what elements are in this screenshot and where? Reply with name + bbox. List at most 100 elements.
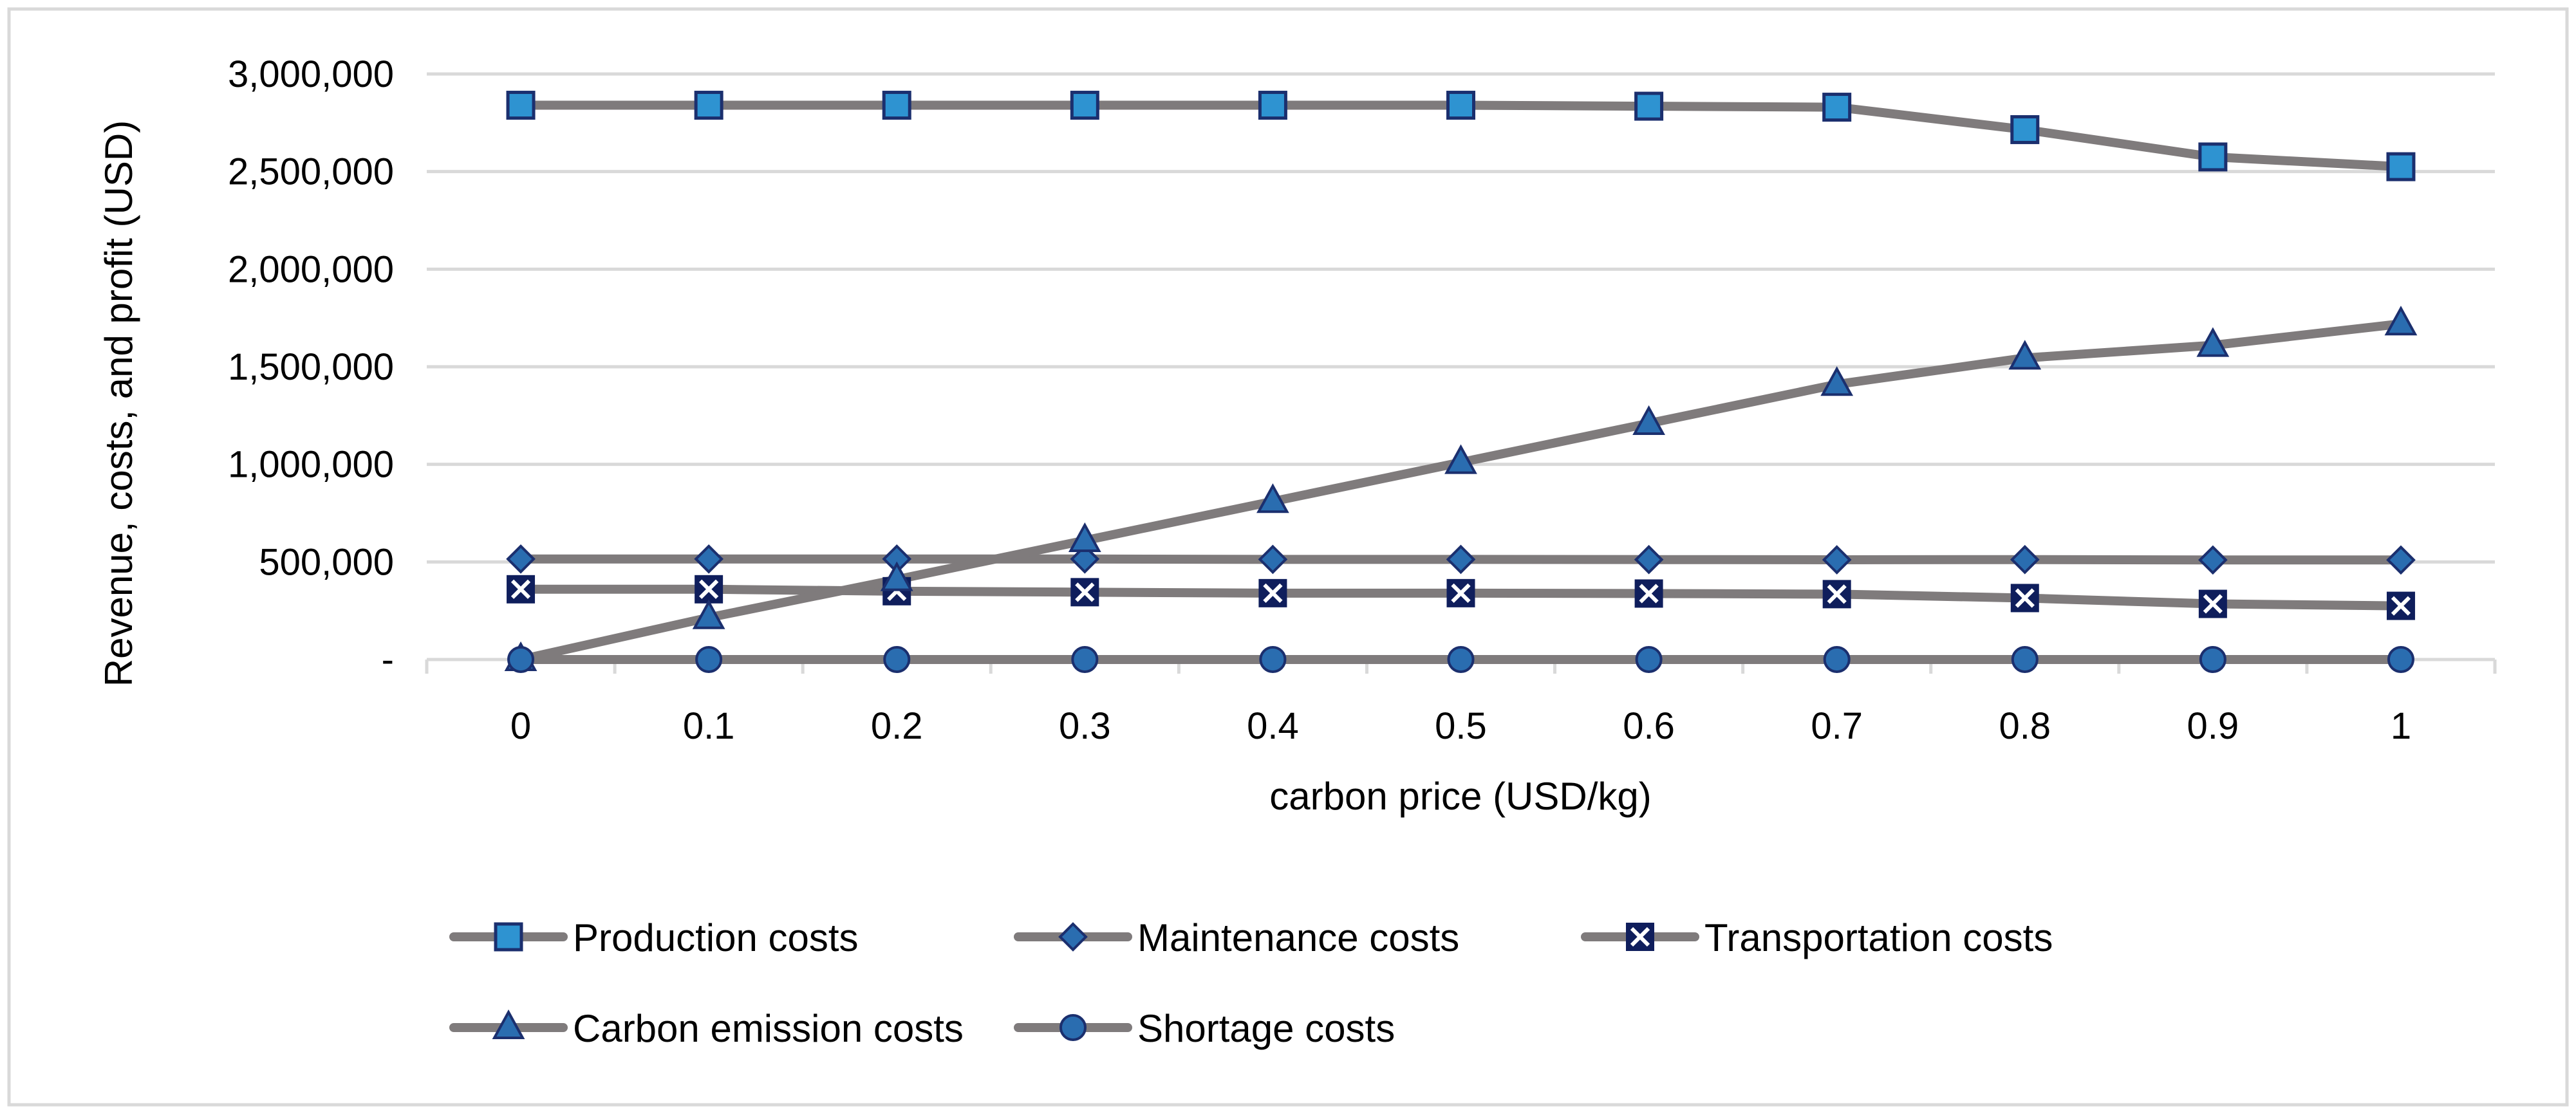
data-point-cross [1827, 584, 1847, 604]
x-tick-label: 0.9 [2187, 705, 2239, 747]
data-point [2387, 646, 2414, 673]
legend-item: Maintenance costs [1014, 916, 1459, 959]
data-point [1256, 483, 1289, 513]
x-tick-label: 0 [510, 705, 531, 747]
data-point [2198, 589, 2227, 618]
data-point [2010, 544, 2040, 575]
data-point [1822, 580, 1851, 609]
data-point-cross [2015, 588, 2035, 608]
data-point-shape [506, 91, 536, 120]
y-tick-label: 2,500,000 [228, 151, 394, 193]
y-tick-label: 1,500,000 [228, 346, 394, 388]
x-tick-label: 0.6 [1623, 705, 1675, 747]
data-point-shape [1822, 545, 1852, 575]
series-markers [504, 91, 2418, 673]
data-point-shape [880, 561, 913, 591]
legend-marker-shape [492, 1009, 525, 1039]
data-point-shape [2008, 340, 2042, 370]
data-point-cross [2391, 596, 2411, 616]
data-point [2386, 152, 2416, 181]
data-point-shape [694, 544, 723, 574]
data-point [1258, 578, 1287, 607]
x-tick-label: 0.5 [1435, 705, 1487, 747]
data-point-shape [1070, 544, 1100, 574]
data-point [694, 91, 723, 120]
data-point [1446, 91, 1475, 120]
legend-label: Carbon emission costs [573, 1007, 964, 1050]
data-point-shape [1258, 578, 1287, 607]
x-tick-label: 0.1 [683, 705, 735, 747]
legend-item: Carbon emission costs [449, 1007, 964, 1050]
data-point-shape [2199, 646, 2226, 673]
legend-marker-shape [1626, 923, 1654, 951]
legend-marker [1626, 923, 1654, 951]
data-point-shape [1071, 646, 1099, 673]
y-axis-title: Revenue, costs, and profit (USD) [97, 120, 140, 687]
data-point-shape [1447, 646, 1475, 673]
y-tick-label: 3,000,000 [228, 53, 394, 95]
data-point [1068, 522, 1101, 552]
legend-marker-shape [494, 922, 523, 952]
data-point [2011, 646, 2039, 673]
data-point [2198, 545, 2228, 575]
data-point [1259, 646, 1287, 673]
legend-label: Production costs [573, 916, 859, 959]
data-point-shape [1259, 646, 1287, 673]
data-point-shape [883, 646, 911, 673]
data-point [1635, 646, 1663, 673]
y-tick-label: 500,000 [259, 541, 394, 583]
data-point-shape [1822, 93, 1852, 122]
data-point-shape [2198, 142, 2228, 172]
data-point [2199, 646, 2226, 673]
data-point-shape [1446, 544, 1476, 575]
legend-label: Maintenance costs [1137, 916, 1459, 959]
data-point [1446, 578, 1475, 607]
data-point-cross [1451, 583, 1471, 603]
data-point-shape [506, 544, 536, 574]
legend-marker [492, 1009, 525, 1039]
data-point-cross [510, 579, 531, 599]
x-tick-label: 0.2 [871, 705, 923, 747]
data-point-shape [2011, 646, 2039, 673]
data-point [882, 91, 911, 120]
data-point [507, 575, 536, 604]
data-point-cross [1075, 582, 1095, 602]
legend-label: Transportation costs [1704, 916, 2053, 959]
legend-item: Production costs [449, 916, 859, 959]
data-point [2196, 327, 2230, 357]
data-point-shape [1068, 522, 1101, 552]
data-point-shape [692, 599, 725, 629]
data-point [1071, 646, 1099, 673]
data-point [1822, 545, 1852, 575]
legend: Production costs Maintenance costs Transpo… [449, 916, 2053, 1050]
data-point-shape [1256, 483, 1289, 513]
data-point [507, 646, 535, 673]
x-tick-label: 0.8 [1999, 705, 2051, 747]
data-point-shape [2386, 545, 2416, 575]
x-tick-label: 0.7 [1811, 705, 1863, 747]
data-point-shape [695, 646, 723, 673]
data-point-shape [2386, 152, 2416, 181]
data-point [2386, 545, 2416, 575]
data-point-shape [2387, 646, 2414, 673]
legend-marker-shape [1059, 1014, 1087, 1041]
data-point-shape [2010, 115, 2040, 144]
data-point [695, 646, 723, 673]
data-point [2010, 115, 2040, 144]
data-point [880, 561, 913, 591]
data-point-shape [2196, 327, 2230, 357]
data-point-shape [2010, 544, 2040, 575]
data-point [695, 575, 723, 604]
data-point [1634, 544, 1664, 575]
x-tick-label: 1 [2391, 705, 2411, 747]
data-point [1823, 646, 1851, 673]
data-point-shape [1258, 544, 1288, 575]
legend-label: Shortage costs [1137, 1007, 1395, 1050]
legend-marker [1059, 1014, 1087, 1041]
data-point [1822, 93, 1852, 122]
y-tick-label: 1,000,000 [228, 444, 394, 486]
legend-marker [1058, 922, 1088, 952]
data-point [2386, 591, 2415, 620]
data-point-shape [1444, 444, 1477, 474]
